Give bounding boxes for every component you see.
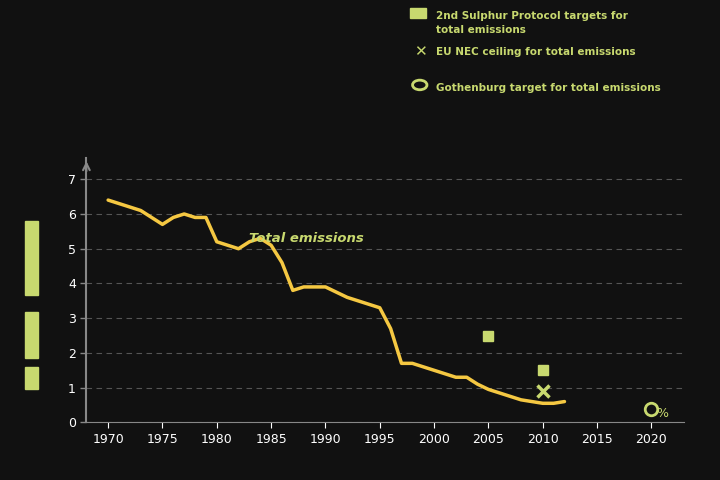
Text: %: % xyxy=(656,407,668,420)
Text: Total emissions: Total emissions xyxy=(249,232,364,245)
Text: EU NEC ceiling for total emissions: EU NEC ceiling for total emissions xyxy=(436,47,635,57)
Text: Gothenburg target for total emissions: Gothenburg target for total emissions xyxy=(436,83,660,93)
Text: total emissions: total emissions xyxy=(436,25,526,36)
Text: ✕: ✕ xyxy=(414,44,427,59)
Text: 2nd Sulphur Protocol targets for: 2nd Sulphur Protocol targets for xyxy=(436,11,627,21)
